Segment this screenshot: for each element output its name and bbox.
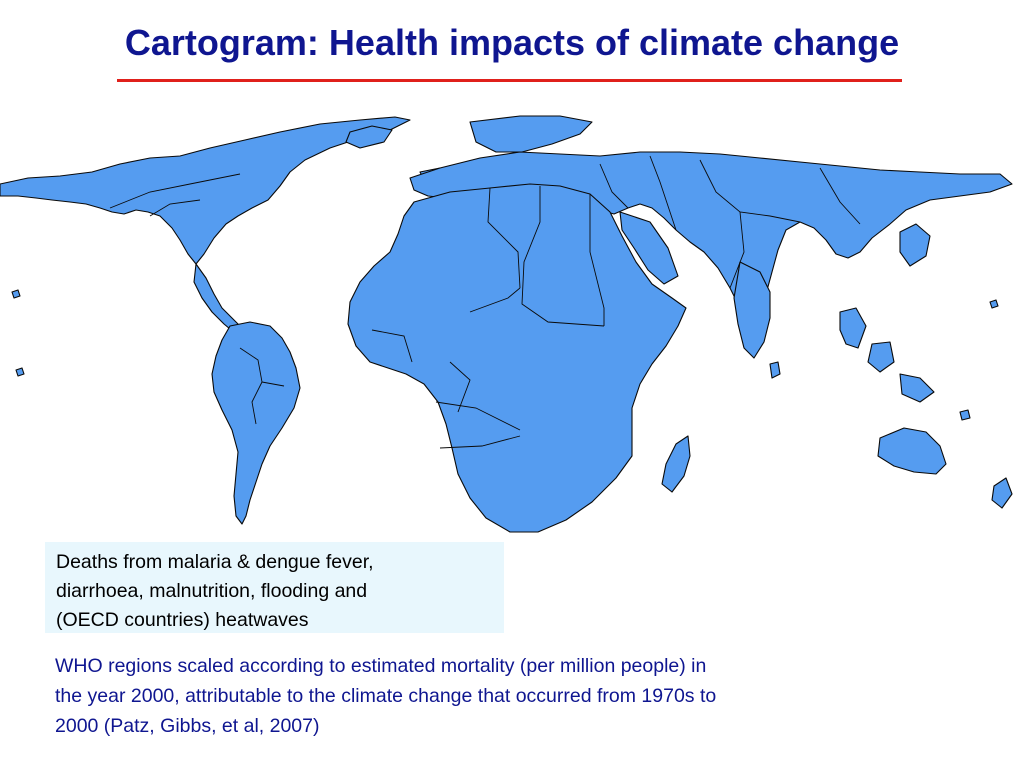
region-pacific-island-2 xyxy=(15,367,25,377)
region-pacific-island-3 xyxy=(959,409,971,421)
legend-line: diarrhoea, malnutrition, flooding and xyxy=(56,580,368,602)
region-japan xyxy=(899,223,931,267)
region-arctic-islands xyxy=(345,125,393,149)
border-ea-2 xyxy=(649,155,677,231)
region-greenland xyxy=(469,115,593,153)
region-australia xyxy=(877,427,947,475)
region-pacific-island-4 xyxy=(989,299,999,309)
caption-line: WHO regions scaled according to estimate… xyxy=(55,655,707,677)
border-af-1 xyxy=(487,187,521,289)
title-underline xyxy=(117,79,902,82)
border-na-1 xyxy=(109,173,241,209)
region-arabia xyxy=(619,211,679,285)
border-af-4 xyxy=(469,287,521,313)
border-af-7 xyxy=(435,401,521,431)
caption-line: the year 2000, attributable to the clima… xyxy=(55,685,717,707)
cartogram-svg xyxy=(0,115,1013,533)
border-af-5 xyxy=(371,329,413,363)
border-sa-2 xyxy=(261,381,285,387)
legend-line: (OECD countries) heatwaves xyxy=(56,609,309,631)
region-se-asia-2 xyxy=(867,341,895,373)
region-new-zealand xyxy=(991,477,1013,509)
legend-line: Deaths from malaria & dengue fever, xyxy=(56,551,374,573)
region-north-america xyxy=(0,116,411,265)
region-central-america xyxy=(193,263,243,335)
region-se-asia-1 xyxy=(839,307,867,349)
border-ea-1 xyxy=(599,163,629,209)
region-sri-lanka xyxy=(769,361,781,379)
border-af-2 xyxy=(521,186,605,327)
region-india xyxy=(733,261,771,359)
border-af-6 xyxy=(449,361,471,413)
caption: WHO regions scaled according to estimate… xyxy=(55,651,985,741)
border-af-3 xyxy=(589,194,605,326)
region-pacific-island-1 xyxy=(11,289,21,299)
cartogram-map xyxy=(0,112,1024,552)
border-af-8 xyxy=(439,435,521,449)
legend-box: Deaths from malaria & dengue fever, diar… xyxy=(45,542,504,633)
region-madagascar xyxy=(661,435,691,493)
border-na-2 xyxy=(149,199,201,217)
border-ea-5 xyxy=(819,167,861,225)
region-africa xyxy=(347,183,687,533)
caption-line: 2000 (Patz, Gibbs, et al, 2007) xyxy=(55,715,320,737)
region-se-asia-3 xyxy=(899,373,935,403)
slide-title: Cartogram: Health impacts of climate cha… xyxy=(124,22,900,63)
border-ea-4 xyxy=(729,211,745,289)
